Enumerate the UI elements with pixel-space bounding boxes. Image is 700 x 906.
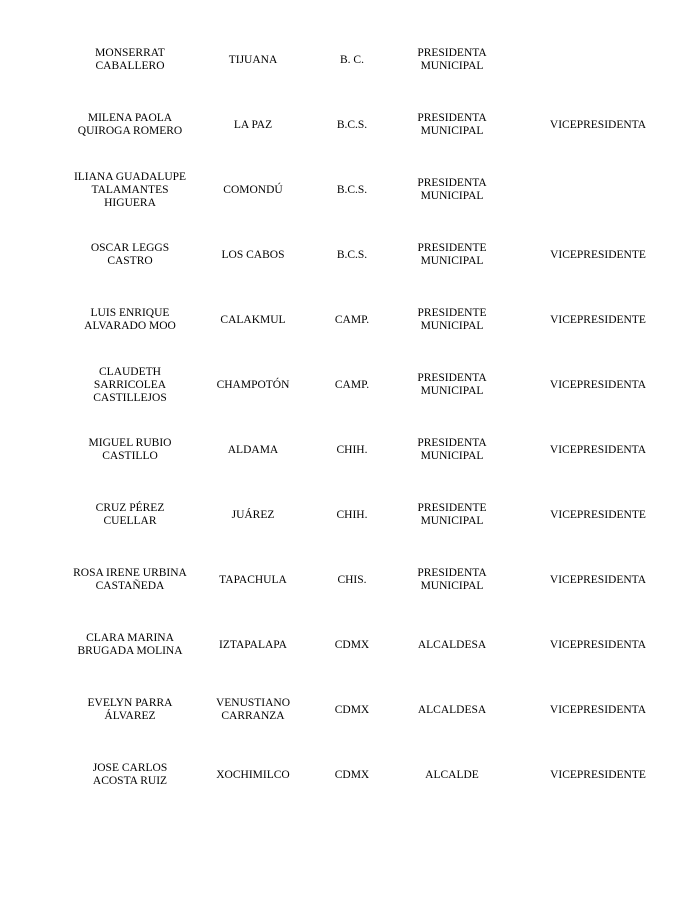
position-cell: PRESIDENTA MUNICIPAL xyxy=(417,372,487,397)
role-cell xyxy=(528,34,668,86)
state-cell: B.C.S. xyxy=(336,118,368,131)
role-cell: VICEPRESIDENTE xyxy=(550,508,646,521)
table-row: CLAUDETH SARRICOLEA CASTILLEJOS CHAMPOTÓN… xyxy=(0,359,700,411)
table-row: OSCAR LEGGS CASTRO LOS CABOS B.C.S. PRESIDE… xyxy=(0,229,700,281)
table-row: EVELYN PARRA ÁLVAREZ VENUSTIANO CARRANZA C… xyxy=(0,684,700,736)
position-cell: ALCALDESA xyxy=(417,638,487,651)
table-row: ROSA IRENE URBINA CASTAÑEDA TAPACHULA CHIS… xyxy=(0,554,700,606)
position-cell: PRESIDENTA MUNICIPAL xyxy=(417,567,487,592)
position-cell: PRESIDENTA MUNICIPAL xyxy=(417,177,487,202)
municipality-cell: XOCHIMILCO xyxy=(216,768,290,781)
position-cell: PRESIDENTE MUNICIPAL xyxy=(417,307,487,332)
role-cell: VICEPRESIDENTA xyxy=(549,638,647,651)
municipality-cell: LA PAZ xyxy=(233,118,273,131)
municipality-cell: JUÁREZ xyxy=(231,508,275,521)
member-name-cell: MONSERRAT CABALLERO xyxy=(95,47,165,72)
role-cell xyxy=(528,164,668,216)
state-cell: B.C.S. xyxy=(336,183,368,196)
position-cell: PRESIDENTA MUNICIPAL xyxy=(417,437,487,462)
member-name-cell: LUIS ENRIQUE ALVARADO MOO xyxy=(84,307,176,332)
role-cell: VICEPRESIDENTE xyxy=(550,248,646,261)
member-name-cell: CLARA MARINA BRUGADA MOLINA xyxy=(77,632,183,657)
position-cell: ALCALDE xyxy=(425,768,479,781)
state-cell: CDMX xyxy=(334,638,370,651)
municipality-cell: TIJUANA xyxy=(228,53,278,66)
role-cell: VICEPRESIDENTE xyxy=(550,768,646,781)
table-row: MONSERRAT CABALLERO TIJUANA B. C. PRESIDENT… xyxy=(0,34,700,86)
member-name-cell: MILENA PAOLA QUIROGA ROMERO xyxy=(77,112,183,137)
state-cell: CAMP. xyxy=(334,313,370,326)
municipality-cell: CALAKMUL xyxy=(220,313,286,326)
member-name-cell: MIGUEL RUBIO CASTILLO xyxy=(88,437,172,462)
state-cell: CAMP. xyxy=(334,378,370,391)
member-name-cell: CLAUDETH SARRICOLEA CASTILLEJOS xyxy=(93,365,167,404)
position-cell: ALCALDESA xyxy=(417,703,487,716)
municipality-cell: VENUSTIANO CARRANZA xyxy=(215,697,291,722)
table-row: CRUZ PÉREZ CUELLAR JUÁREZ CHIH. PRESIDENTE … xyxy=(0,489,700,541)
state-cell: CHIS. xyxy=(337,573,367,586)
municipality-cell: IZTAPALAPA xyxy=(219,638,287,651)
table-row: MIGUEL RUBIO CASTILLO ALDAMA CHIH. PRESIDEN… xyxy=(0,424,700,476)
member-name-cell: CRUZ PÉREZ CUELLAR xyxy=(95,502,165,527)
municipality-cell: ALDAMA xyxy=(227,443,279,456)
position-cell: PRESIDENTE MUNICIPAL xyxy=(417,502,487,527)
role-cell: VICEPRESIDENTA xyxy=(549,443,647,456)
position-cell: PRESIDENTA MUNICIPAL xyxy=(417,47,487,72)
role-cell: VICEPRESIDENTA xyxy=(549,118,647,131)
table-row: LUIS ENRIQUE ALVARADO MOO CALAKMUL CAMP. PR… xyxy=(0,294,700,346)
municipality-cell: LOS CABOS xyxy=(221,248,285,261)
position-cell: PRESIDENTE MUNICIPAL xyxy=(417,242,487,267)
state-cell: B.C.S. xyxy=(336,248,368,261)
role-cell: VICEPRESIDENTA xyxy=(549,573,647,586)
state-cell: B. C. xyxy=(340,53,364,66)
role-cell: VICEPRESIDENTE xyxy=(550,313,646,326)
member-name-cell: ILIANA GUADALUPE TALAMANTES HIGUERA xyxy=(73,170,187,209)
member-name-cell: ROSA IRENE URBINA CASTAÑEDA xyxy=(73,567,187,592)
table-row: CLARA MARINA BRUGADA MOLINA IZTAPALAPA CDM… xyxy=(0,619,700,671)
municipality-cell: TAPACHULA xyxy=(219,573,287,586)
position-cell: PRESIDENTA MUNICIPAL xyxy=(417,112,487,137)
role-cell: VICEPRESIDENTA xyxy=(549,378,647,391)
member-name-cell: JOSE CARLOS ACOSTA RUIZ xyxy=(92,762,168,787)
state-cell: CHIH. xyxy=(336,443,368,456)
state-cell: CDMX xyxy=(334,703,370,716)
member-name-cell: OSCAR LEGGS CASTRO xyxy=(90,242,170,267)
state-cell: CDMX xyxy=(334,768,370,781)
role-cell: VICEPRESIDENTA xyxy=(549,703,647,716)
municipality-cell: CHAMPOTÓN xyxy=(216,378,290,391)
table-row: JOSE CARLOS ACOSTA RUIZ XOCHIMILCO CDMX ALC… xyxy=(0,749,700,801)
municipality-cell: COMONDÚ xyxy=(223,183,283,196)
state-cell: CHIH. xyxy=(336,508,368,521)
member-name-cell: EVELYN PARRA ÁLVAREZ xyxy=(87,697,173,722)
table-row: MILENA PAOLA QUIROGA ROMERO LA PAZ B.C.S. P… xyxy=(0,99,700,151)
table-row: ILIANA GUADALUPE TALAMANTES HIGUERA COMON… xyxy=(0,164,700,216)
